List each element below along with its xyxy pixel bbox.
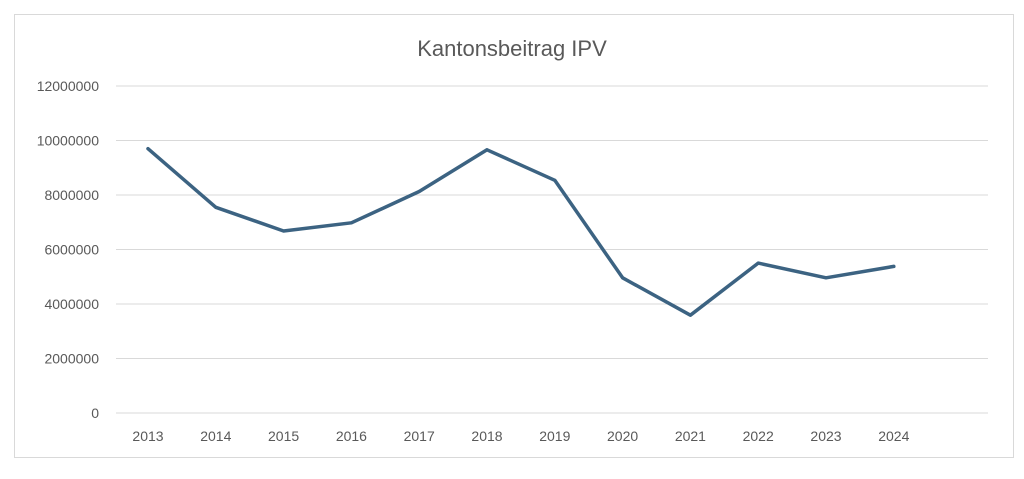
chart-title: Kantonsbeitrag IPV	[417, 36, 607, 61]
x-tick-label: 2021	[675, 428, 706, 444]
data-point	[553, 178, 557, 182]
y-tick-label: 4000000	[44, 296, 99, 312]
y-tick-label: 2000000	[44, 351, 99, 367]
x-tick-label: 2019	[539, 428, 570, 444]
data-point	[621, 276, 625, 280]
data-point	[214, 205, 218, 209]
x-tick-label: 2023	[810, 428, 841, 444]
gridlines	[116, 85, 988, 414]
x-tick-label: 2016	[336, 428, 367, 444]
data-point	[688, 313, 692, 317]
series-line	[146, 146, 896, 317]
data-point	[146, 147, 150, 151]
x-tick-label: 2013	[132, 428, 163, 444]
x-tick-label: 2018	[471, 428, 502, 444]
data-point	[756, 261, 760, 265]
y-tick-label: 12000000	[37, 78, 100, 94]
x-tick-label: 2014	[200, 428, 231, 444]
x-tick-label: 2020	[607, 428, 638, 444]
x-tick-label: 2017	[404, 428, 435, 444]
series-group	[146, 146, 896, 317]
x-axis-ticks: 2013 2014 2015 2016 2017 2018 2019 2020 2021 2022…	[132, 428, 909, 444]
chart-frame	[14, 14, 1014, 458]
y-axis-ticks: 0 2000000 4000000 6000000 8000000 10000000 120…	[37, 78, 100, 421]
y-tick-label: 0	[91, 405, 99, 421]
x-tick-label: 2015	[268, 428, 299, 444]
x-tick-label: 2024	[878, 428, 909, 444]
data-point	[282, 229, 286, 233]
y-tick-label: 10000000	[37, 133, 100, 149]
y-tick-label: 8000000	[44, 187, 99, 203]
y-tick-label: 6000000	[44, 242, 99, 258]
data-point	[349, 221, 353, 225]
data-point	[485, 148, 489, 152]
data-point	[824, 276, 828, 280]
data-point	[417, 189, 421, 193]
x-tick-label: 2022	[743, 428, 774, 444]
data-point	[892, 264, 896, 268]
